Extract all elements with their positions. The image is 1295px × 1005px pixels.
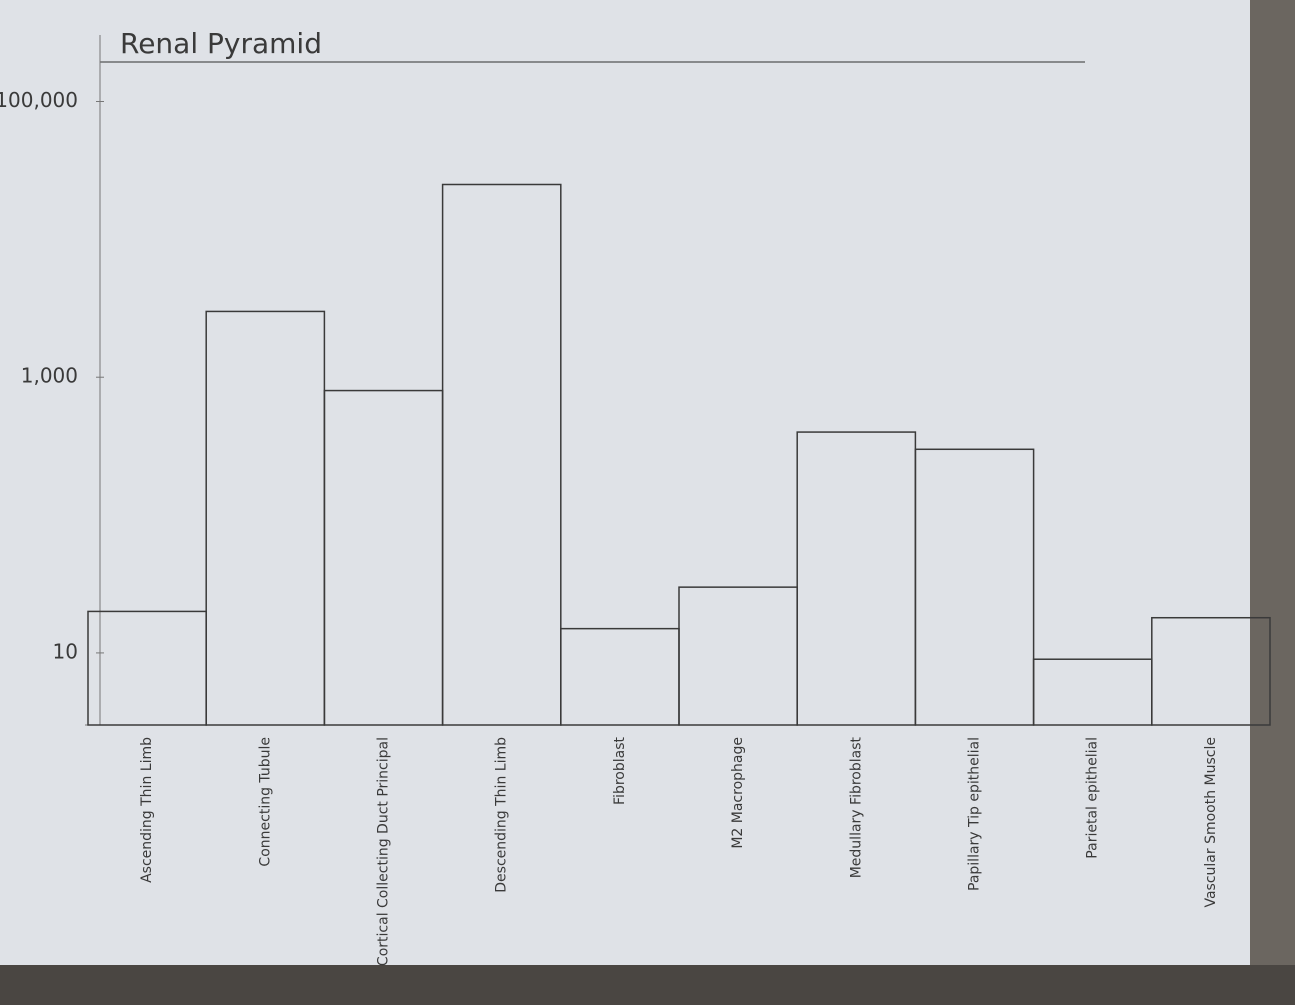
x-tick-label: M2 Macrophage (730, 737, 746, 849)
x-tick-label: Vascular Smooth Muscle (1203, 737, 1219, 908)
x-tick-label: Connecting Tubule (257, 737, 273, 867)
y-tick-label: 10 (53, 639, 78, 663)
x-tick-label: Cortical Collecting Duct Principal (376, 737, 392, 966)
x-tick-label: Fibroblast (612, 736, 628, 804)
bar (441, 183, 562, 726)
bar (914, 448, 1035, 726)
table-edge (1250, 0, 1295, 965)
table-edge (0, 965, 1295, 1005)
x-tick-label: Medullary Fibroblast (848, 736, 864, 878)
paper (0, 0, 1250, 965)
x-tick-label: Ascending Thin Limb (139, 737, 155, 883)
y-tick-label: 100,000 (0, 88, 78, 112)
x-tick-label: Parietal epithelial (1085, 737, 1101, 859)
y-tick-label: 1,000 (21, 364, 78, 388)
x-tick-label: Descending Thin Limb (494, 737, 510, 893)
bar (1151, 616, 1271, 726)
x-tick-label: Papillary Tip epithelial (967, 737, 983, 891)
chart-title: Renal Pyramid (120, 27, 322, 60)
